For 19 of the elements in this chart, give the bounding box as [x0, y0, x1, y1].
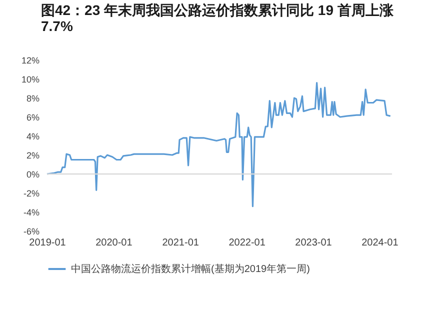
x-tick-label: 2024-01	[362, 238, 399, 248]
x-tick-label: 2020-01	[96, 238, 133, 248]
y-tick-label: -2%	[23, 188, 40, 198]
y-tick-label: -4%	[23, 208, 40, 218]
y-tick-label: 12%	[21, 56, 40, 66]
chart-title: 图42：23 年末周我国公路运价指数累计同比 19 首周上涨 7.7%	[40, 2, 394, 34]
x-tick-label: 2021-01	[162, 238, 200, 248]
y-tick-label: 8%	[26, 94, 40, 104]
y-tick-label: 0%	[26, 170, 40, 180]
y-tick-label: -6%	[23, 226, 40, 236]
y-tick-label: 4%	[26, 132, 40, 142]
line-series	[46, 82, 392, 208]
y-tick-label: 10%	[21, 74, 40, 84]
y-tick-label: 6%	[26, 112, 40, 122]
x-tick-label: 2019-01	[29, 238, 66, 248]
legend-label: 中国公路物流运价指数累计增幅(基期为2019年第一周)	[71, 263, 310, 275]
x-tick-label: 2023-01	[295, 238, 332, 248]
y-tick-label: 2%	[26, 150, 40, 160]
x-tick-label: 2022-01	[228, 238, 266, 248]
